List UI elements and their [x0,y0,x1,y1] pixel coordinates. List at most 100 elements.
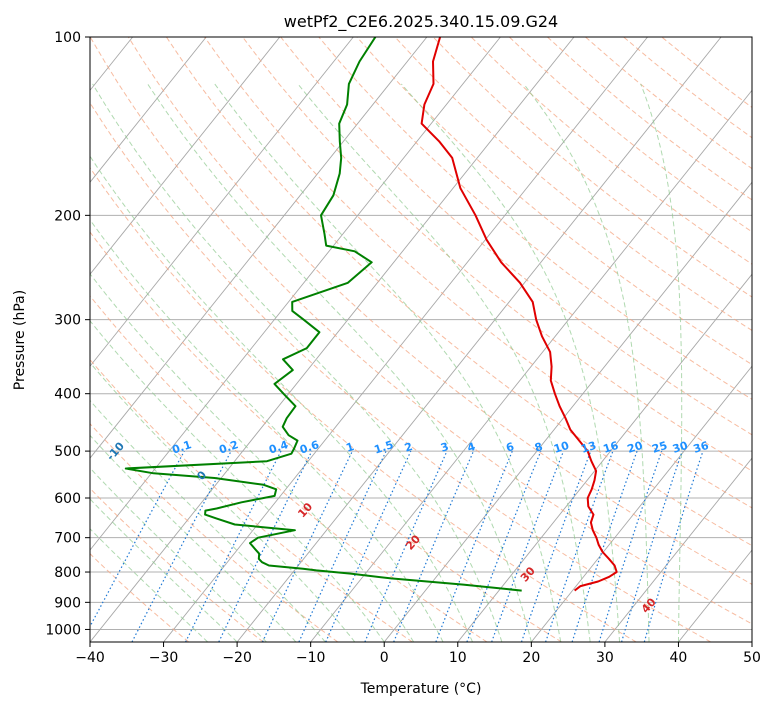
dry-adiabat-line [242,37,752,472]
isotherm-grid [90,37,752,642]
mixing-ratio-line [545,450,614,642]
moist-adiabat-line [90,361,356,642]
mixing-ratio-label: 0.4 [267,438,290,456]
x-tick-label: −10 [296,650,326,666]
dry-adiabat-line [204,37,752,509]
isotherm-line [90,37,428,459]
x-tick-label: 0 [380,650,389,666]
y-tick-label: 500 [54,444,81,460]
x-tick-label: 20 [522,650,540,666]
mixing-ratio-label: 10 [552,439,571,456]
mixing-ratio-line [435,450,513,642]
x-tick-label: 30 [596,650,614,666]
y-axis-label: Pressure (hPa) [12,290,28,390]
plot-frame [89,36,753,643]
mixing-ratio-line [466,450,542,642]
mixing-ratio-line [325,450,412,642]
x-tick-label: 40 [670,650,688,666]
chart-title: wetPf2_C2E6.2025.340.15.09.G24 [284,12,558,32]
mixing-ratio-line [364,450,448,642]
y-tick-label: 100 [54,30,81,46]
profile-series [124,37,618,592]
isotherm-line [604,457,752,642]
x-tick-label: −40 [75,650,105,666]
mixing-ratio-lines [90,450,704,642]
y-tick-label: 600 [54,491,81,507]
mixing-ratio-label: 3 [439,440,450,455]
moist-adiabats [90,83,683,642]
isotherm-line [530,365,752,642]
x-tick-label: 10 [449,650,467,666]
y-tick-label: 400 [54,387,81,403]
isotherm-line [90,37,575,642]
mixing-ratio-label: 1 [344,440,355,455]
y-tick-label: 300 [54,313,81,329]
moist-adiabat-line [147,83,532,642]
mixing-ratio-label: 6 [504,440,516,455]
isotherm-line [163,37,648,642]
moist-adiabat-line [523,83,650,642]
dry-adiabat-line [280,37,752,436]
y-tick-label: 900 [54,595,81,611]
mixing-ratio-label: 1.5 [373,438,396,456]
mixing-ratio-line [621,450,683,642]
isotherm-line [383,181,752,642]
dry-adiabat-line [90,101,712,642]
dry-adiabat-line [394,37,752,332]
dry-adiabat-line [90,37,752,625]
mixing-ratio-label: 0.2 [217,438,240,456]
mixing-ratio-line [643,450,704,642]
y-axis: 100 200 300 400 500 600 700 800 900 1000 [45,30,90,638]
temperature-profile-line [420,37,618,592]
y-tick-label: 200 [54,208,81,224]
dry-adiabat-line [165,37,752,547]
moist-adiabat-line [90,528,209,642]
isotherm-line [90,37,281,275]
mixing-ratio-line [90,450,185,628]
moist-adiabat-line [90,467,267,642]
x-tick-label: −30 [149,650,179,666]
mixing-ratio-label: 0.6 [298,438,321,456]
y-tick-label: 800 [54,565,81,581]
mixing-ratio-line [598,450,663,642]
mixing-ratio-label: 13 [579,439,598,456]
mixing-ratio-line [218,450,313,642]
moist-adiabat-line [92,83,503,642]
mixing-ratio-label: 16 [602,439,621,456]
isotherm-line [90,37,501,551]
moist-adiabat-line [90,273,415,642]
isotherm-line [90,37,207,183]
isotherm-line [457,273,752,642]
moist-adiabat-line [90,434,297,642]
isotherm-line [236,37,722,642]
mixing-ratio-line [393,450,475,642]
mixing-ratio-label: 4 [466,440,478,455]
x-tick-label: −20 [222,650,252,666]
mixing-ratio-label: 25 [650,439,669,456]
dry-adiabat-line [90,487,264,642]
moist-adiabat-line [90,218,444,642]
moist-adiabat-line [400,83,621,642]
mixing-ratio-line [185,450,282,642]
mixing-ratio-label: 20 [626,439,645,456]
dry-adiabat-line [127,37,752,585]
x-tick-label: 50 [743,650,761,666]
dry-adiabats [90,37,752,642]
mixing-ratio-line [520,450,592,642]
moist-adiabat-line [214,83,562,642]
moist-adiabat-line [90,155,473,642]
mixing-ratio-label: 2 [403,440,414,455]
moist-adiabat-line [297,83,591,642]
mixing-ratio-label: 0.1 [171,438,194,456]
dry-adiabat-line [90,423,339,642]
mixing-ratio-label: 30 [671,439,690,456]
dry-adiabat-line [356,37,752,366]
moist-adiabat-line [90,498,238,642]
dry-adiabat-line [90,166,637,642]
mixing-ratio-line [491,450,565,642]
mixing-ratio-line [571,450,638,642]
x-axis-label: Temperature (°C) [360,681,482,697]
y-tick-label: 1000 [45,622,81,638]
